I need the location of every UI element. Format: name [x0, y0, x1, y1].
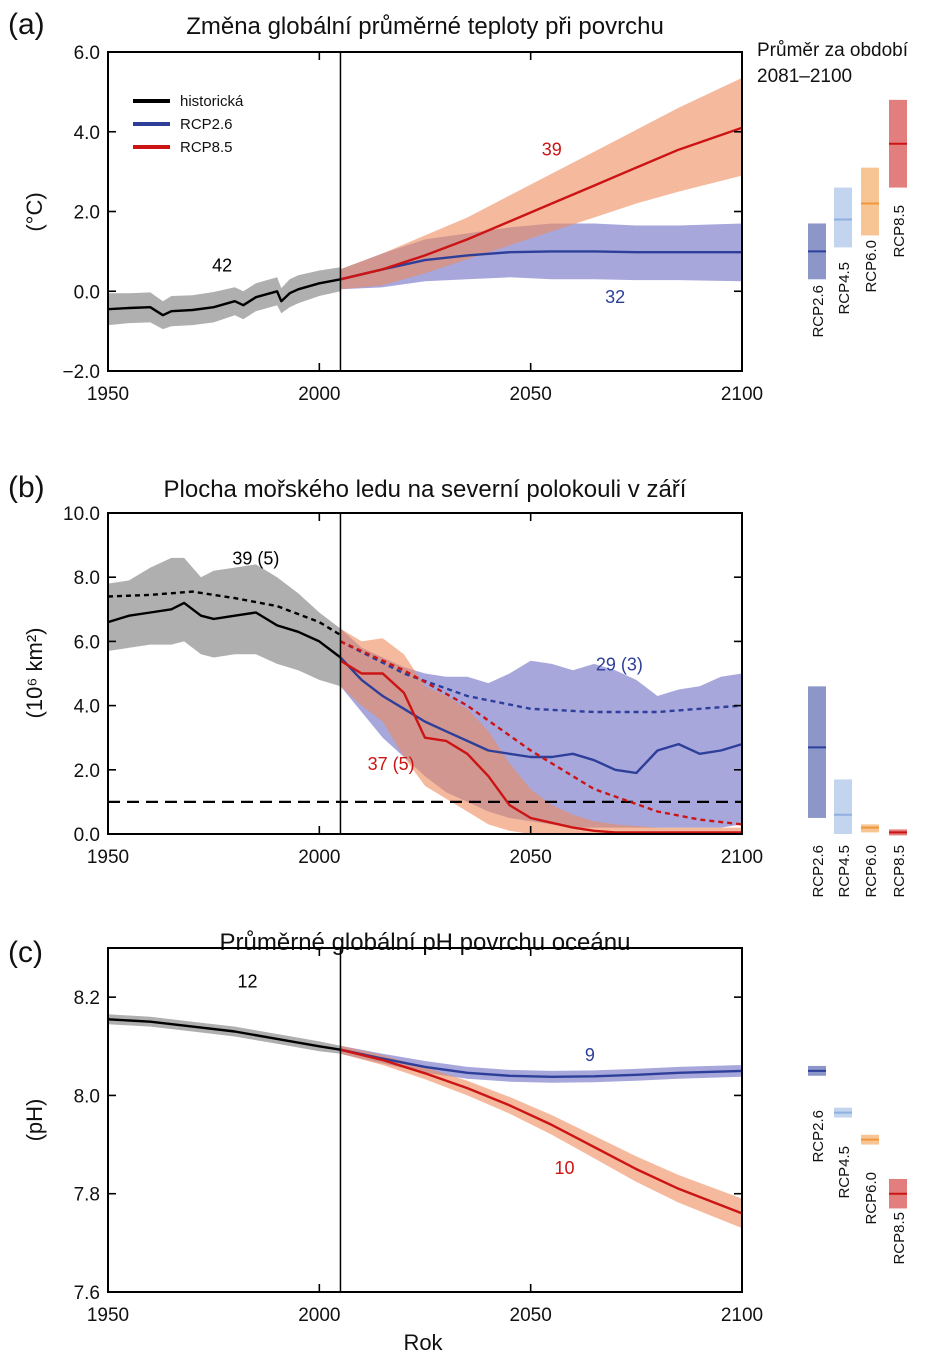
legend-label-historical: historická	[180, 93, 244, 110]
panel-a-x-tick-label: 2050	[510, 384, 552, 405]
panel-a-range-label-rcp2-6: RCP2.6	[810, 285, 827, 338]
panel-c-y-tick-label: 7.6	[74, 1283, 100, 1304]
panel-b-x-tick-label: 2000	[298, 847, 340, 868]
panel-a-range-bar-rcp4-5	[834, 187, 852, 248]
panel-c-series-rcp2-6	[340, 1048, 743, 1078]
panel-b-plot-frame	[107, 512, 743, 835]
panel-a-range-label-rcp6-0: RCP6.0	[863, 240, 880, 293]
panel-a-y-axis-label: (°C)	[22, 192, 47, 231]
panel-a-band-rcp8-5	[340, 77, 742, 290]
legend-label-rcp85: RCP8.5	[180, 139, 233, 156]
panel-a-y-tick-label: 0.0	[74, 282, 100, 303]
panel-a-title: Změna globální průměrné teploty při povr…	[186, 13, 664, 40]
panel-c-range-label-rcp8-5: RCP8.5	[891, 1212, 908, 1265]
panel-a-x-tick-label: 2000	[298, 384, 340, 405]
panel-b-series-rcp2-6	[339, 656, 743, 775]
panel-a-y-tick-label: 6.0	[74, 43, 100, 64]
panel-c-range-label-rcp4-5: RCP4.5	[836, 1146, 853, 1199]
panel-c-y-axis-label: (pH)	[22, 1099, 47, 1142]
panel-a-series-rcp8-5	[340, 126, 743, 281]
panel-b-title: Plocha mořského ledu na severní polokoul…	[164, 476, 687, 503]
panel-c-series-rcp8-5	[340, 1048, 743, 1215]
panel-c-y-tick-label: 7.8	[74, 1185, 100, 1206]
panel-b-series-historick	[107, 601, 342, 659]
panel-b-y-tick-label: 10.0	[63, 504, 100, 525]
panel-c-y-tick-label: 8.0	[74, 1086, 100, 1107]
panel-a-annotation-42: 42	[212, 255, 232, 275]
panel-b-range-label-rcp2-6: RCP2.6	[810, 845, 827, 898]
panel-b-y-tick-label: 6.0	[74, 632, 100, 653]
panel-a-range-label-rcp8-5: RCP8.5	[891, 205, 908, 258]
panel-a-y-tick-label: 4.0	[74, 123, 100, 144]
panel-a-series-rcp2-6	[340, 250, 742, 281]
panel-b-y-axis-label: (10⁶ km²)	[22, 628, 47, 719]
panel-c-annotation-12: 12	[237, 971, 257, 991]
panel-c-y-tick-label: 8.2	[74, 988, 100, 1009]
panel-b-y-tick-label: 0.0	[74, 825, 100, 846]
panel-b-range-bar-rcp4-5	[834, 779, 852, 834]
panel-b-series-historick-pozorov-n-rkovan	[107, 590, 342, 637]
panel-b-series-rcp8-5-rkovan	[340, 640, 743, 826]
panel-b-band-rcp8-5	[340, 628, 742, 834]
panel-a: (a) Změna globální průměrné teploty při p…	[8, 8, 908, 405]
panel-b-series-rcp8-5	[339, 659, 742, 834]
panels-layer: (a) Změna globální průměrné teploty při p…	[8, 8, 908, 1326]
panel-b-band-historick	[108, 557, 341, 687]
panel-c-x-tick-label: 2000	[298, 1305, 340, 1326]
panel-c-plot-frame	[107, 947, 743, 1293]
panel-a-range-label-rcp4-5: RCP4.5	[836, 262, 853, 315]
panel-c-series-historick	[107, 1018, 341, 1051]
x-axis-label: Rok	[403, 1330, 443, 1353]
panel-c-title: Průměrné globální pH povrchu oceánu	[220, 929, 631, 956]
panel-a-y-tick-label: 2.0	[74, 203, 100, 224]
panel-b-range-label-rcp8-5: RCP8.5	[891, 845, 908, 898]
panel-a-label: (a)	[8, 8, 45, 41]
panel-b-y-tick-label: 8.0	[74, 568, 100, 589]
panel-a-annotation-39: 39	[542, 140, 562, 160]
panel-b-range-label-rcp4-5: RCP4.5	[836, 845, 853, 898]
side-title-line2: 2081–2100	[757, 66, 852, 87]
panel-b-range-label-rcp6-0: RCP6.0	[863, 845, 880, 898]
panel-a-x-tick-label: 2100	[721, 384, 763, 405]
panel-c-x-tick-label: 1950	[87, 1305, 129, 1326]
legend: historická RCP2.6 RCP8.5	[133, 93, 244, 156]
panel-c-label: (c)	[8, 936, 43, 969]
panel-c-x-tick-label: 2100	[721, 1305, 763, 1326]
panel-a-y-tick-label: −2.0	[62, 362, 100, 383]
panel-a-x-tick-label: 1950	[87, 384, 129, 405]
panel-b-annotation-37-5: 37 (5)	[368, 754, 415, 774]
panel-b-y-tick-label: 4.0	[74, 697, 100, 718]
panel-a-annotation-32: 32	[605, 287, 625, 307]
side-title-line1: Průměr za období	[757, 40, 909, 61]
panel-c-band-rcp8-5	[340, 1045, 742, 1229]
panel-b: (b) Plocha mořského ledu na severní polok…	[8, 471, 908, 898]
panel-b-range-bar-rcp2-6	[808, 686, 826, 818]
panel-b-annotation-29-3: 29 (3)	[596, 654, 643, 674]
panel-b-annotation-39-5: 39 (5)	[232, 548, 279, 568]
panel-c-range-label-rcp2-6: RCP2.6	[810, 1110, 827, 1163]
panel-c: (c) Průměrné globální pH povrchu oceánu (p…	[8, 929, 908, 1326]
panel-a-range-bar-rcp6-0	[861, 167, 879, 236]
panel-c-annotation-10: 10	[554, 1158, 574, 1178]
panel-c-range-label-rcp6-0: RCP6.0	[863, 1172, 880, 1225]
panel-b-y-tick-label: 2.0	[74, 761, 100, 782]
panel-a-series-historick	[107, 278, 341, 317]
panel-c-annotation-9: 9	[585, 1045, 595, 1065]
panel-b-label: (b)	[8, 471, 45, 504]
panel-a-band-historick	[108, 267, 341, 330]
panel-b-x-tick-label: 2050	[510, 847, 552, 868]
panel-c-x-tick-label: 2050	[510, 1305, 552, 1326]
legend-label-rcp26: RCP2.6	[180, 116, 233, 133]
panel-b-x-tick-label: 1950	[87, 847, 129, 868]
panel-b-x-tick-label: 2100	[721, 847, 763, 868]
